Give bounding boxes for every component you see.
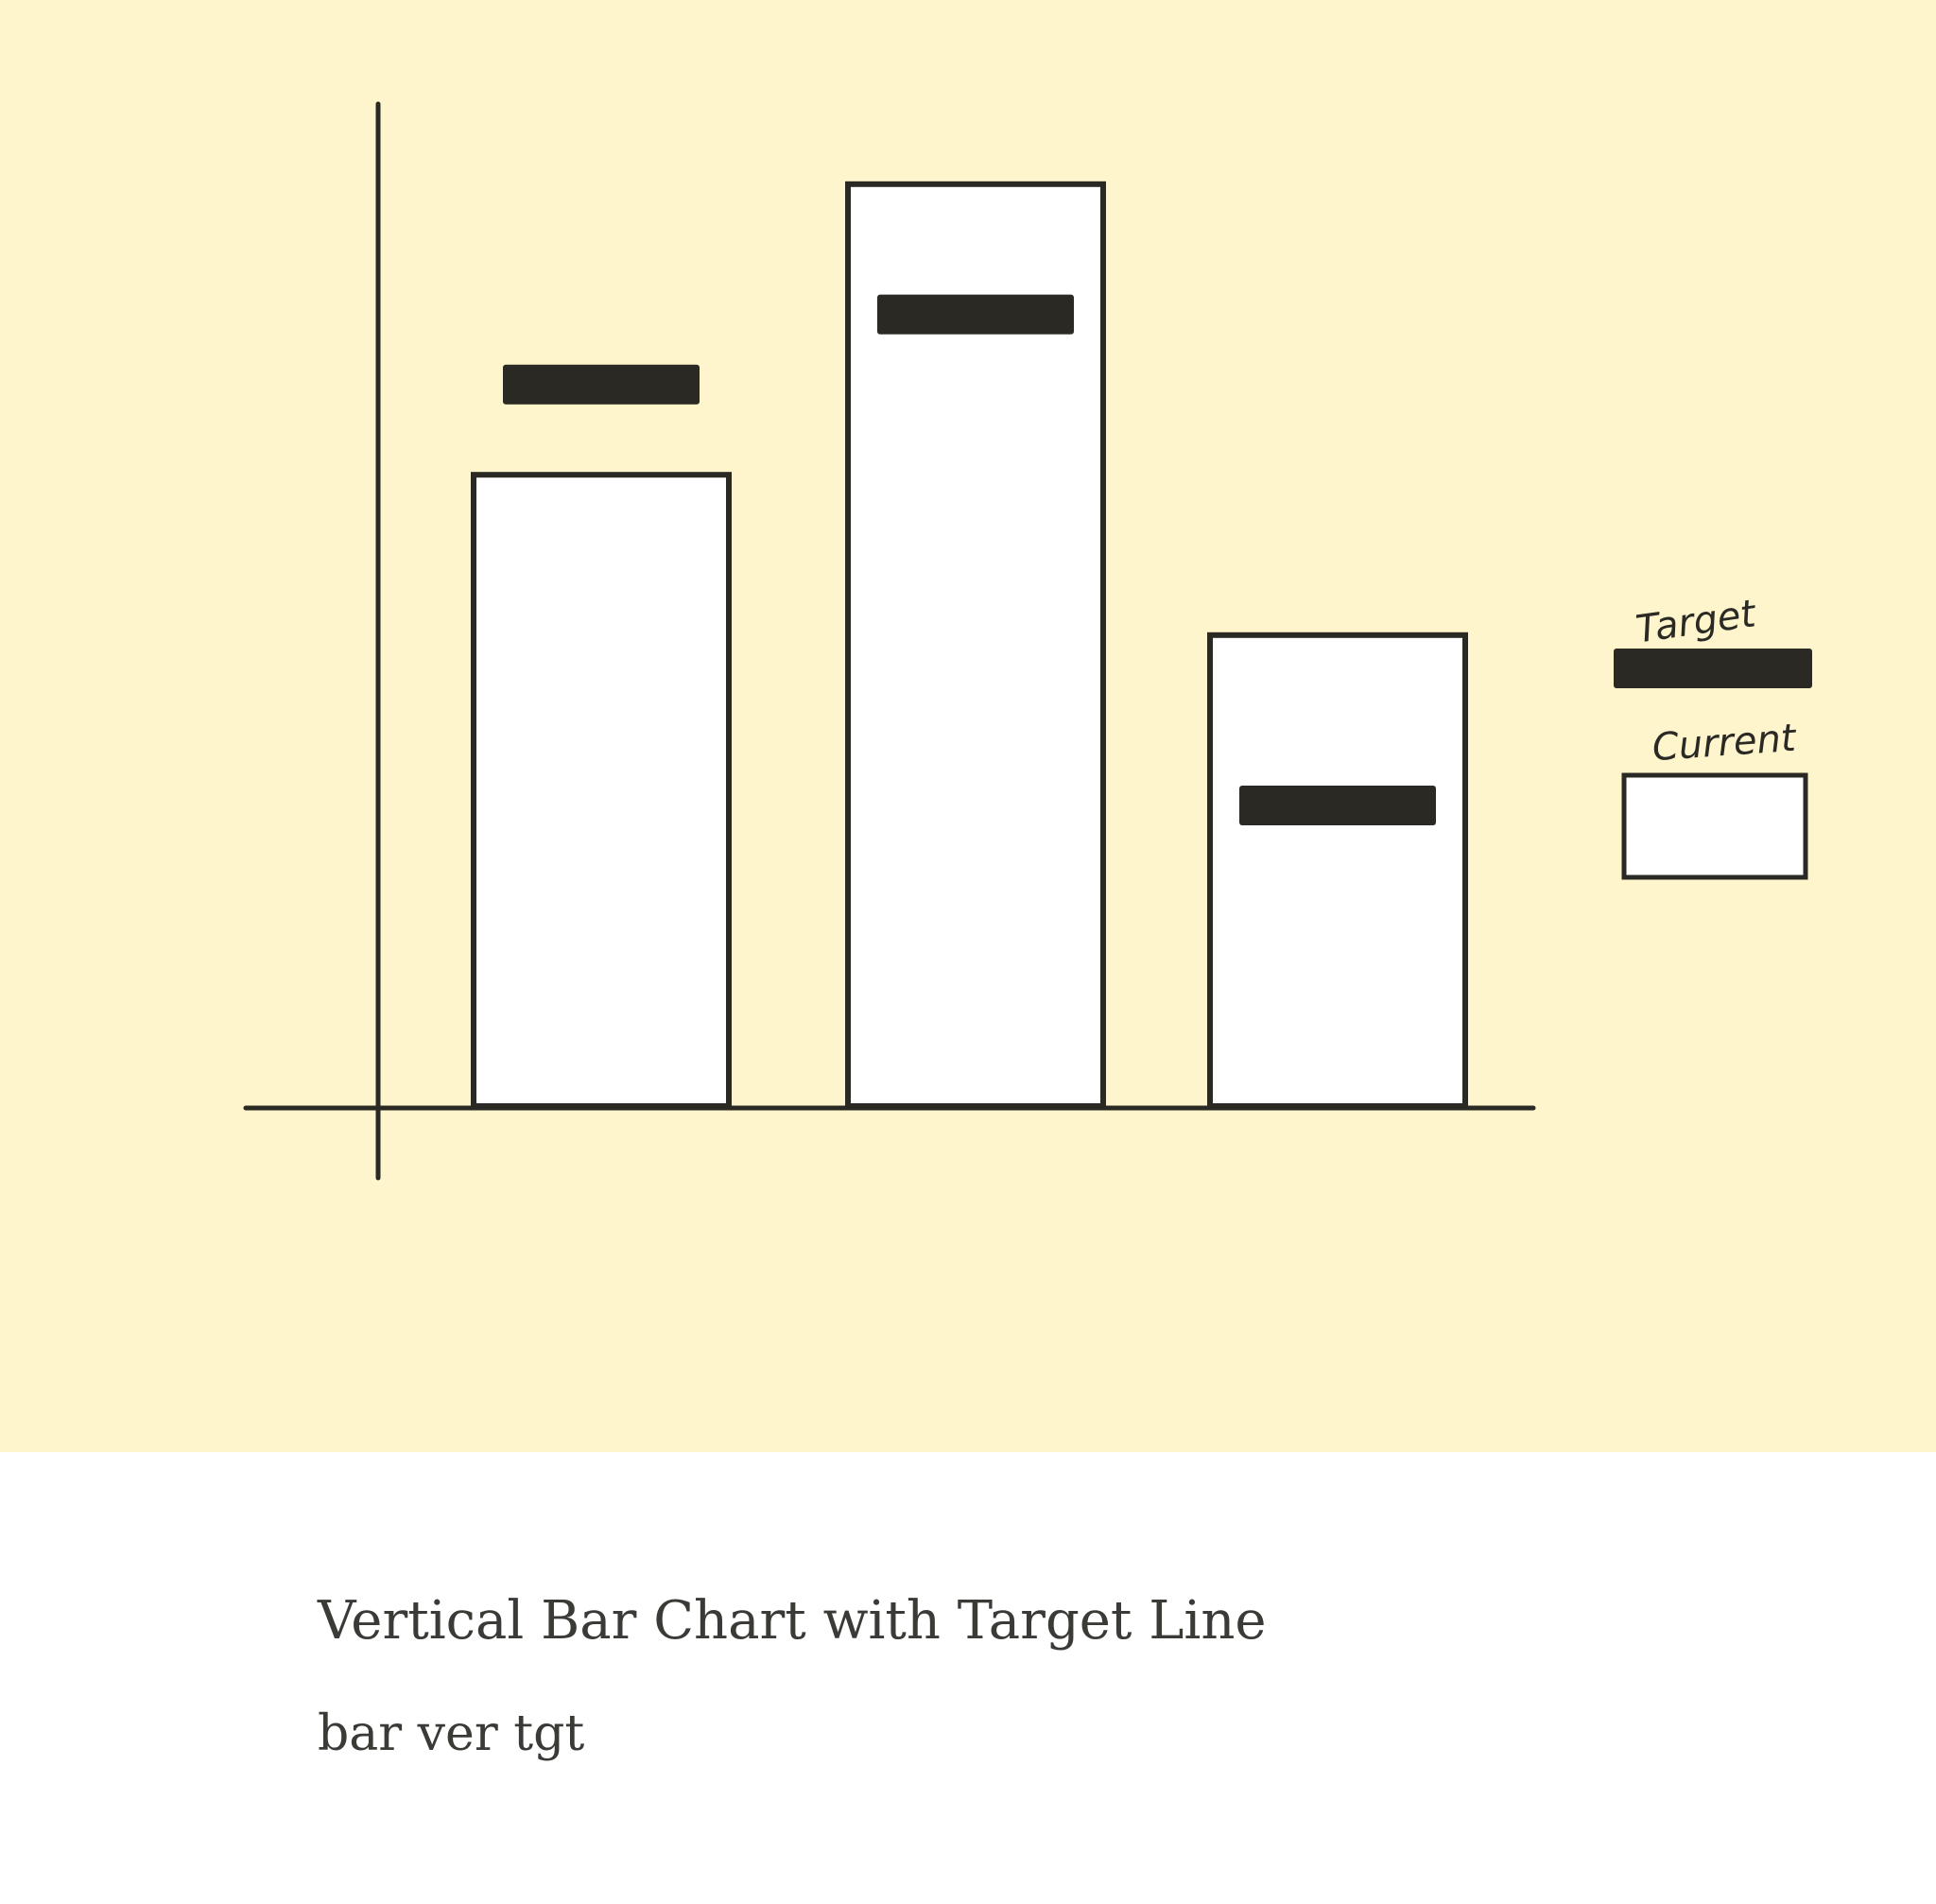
- legend-current-label: Current: [1651, 717, 1798, 770]
- chart-caption-tag: bar ver tgt: [318, 1705, 585, 1762]
- chart-panel: Target Current: [0, 0, 1936, 1452]
- bar-current-2: [845, 181, 1106, 1110]
- legend-target-label: Target: [1634, 592, 1759, 651]
- chart-caption-title: Vertical Bar Chart with Target Line: [318, 1590, 1267, 1652]
- axes-layer: [243, 101, 1536, 1181]
- target-marker-1: [503, 364, 700, 405]
- legend-target-swatch: [1614, 649, 1812, 688]
- legend: Target Current: [1614, 592, 1812, 880]
- target-marker-2: [877, 294, 1074, 335]
- target-marker-3: [1239, 786, 1436, 825]
- bars-layer: [471, 181, 1468, 1110]
- chart-svg: Target Current: [243, 101, 1812, 1181]
- bar-current-1: [471, 472, 732, 1109]
- bar-current-3: [1207, 632, 1468, 1109]
- legend-current-swatch: [1621, 772, 1808, 880]
